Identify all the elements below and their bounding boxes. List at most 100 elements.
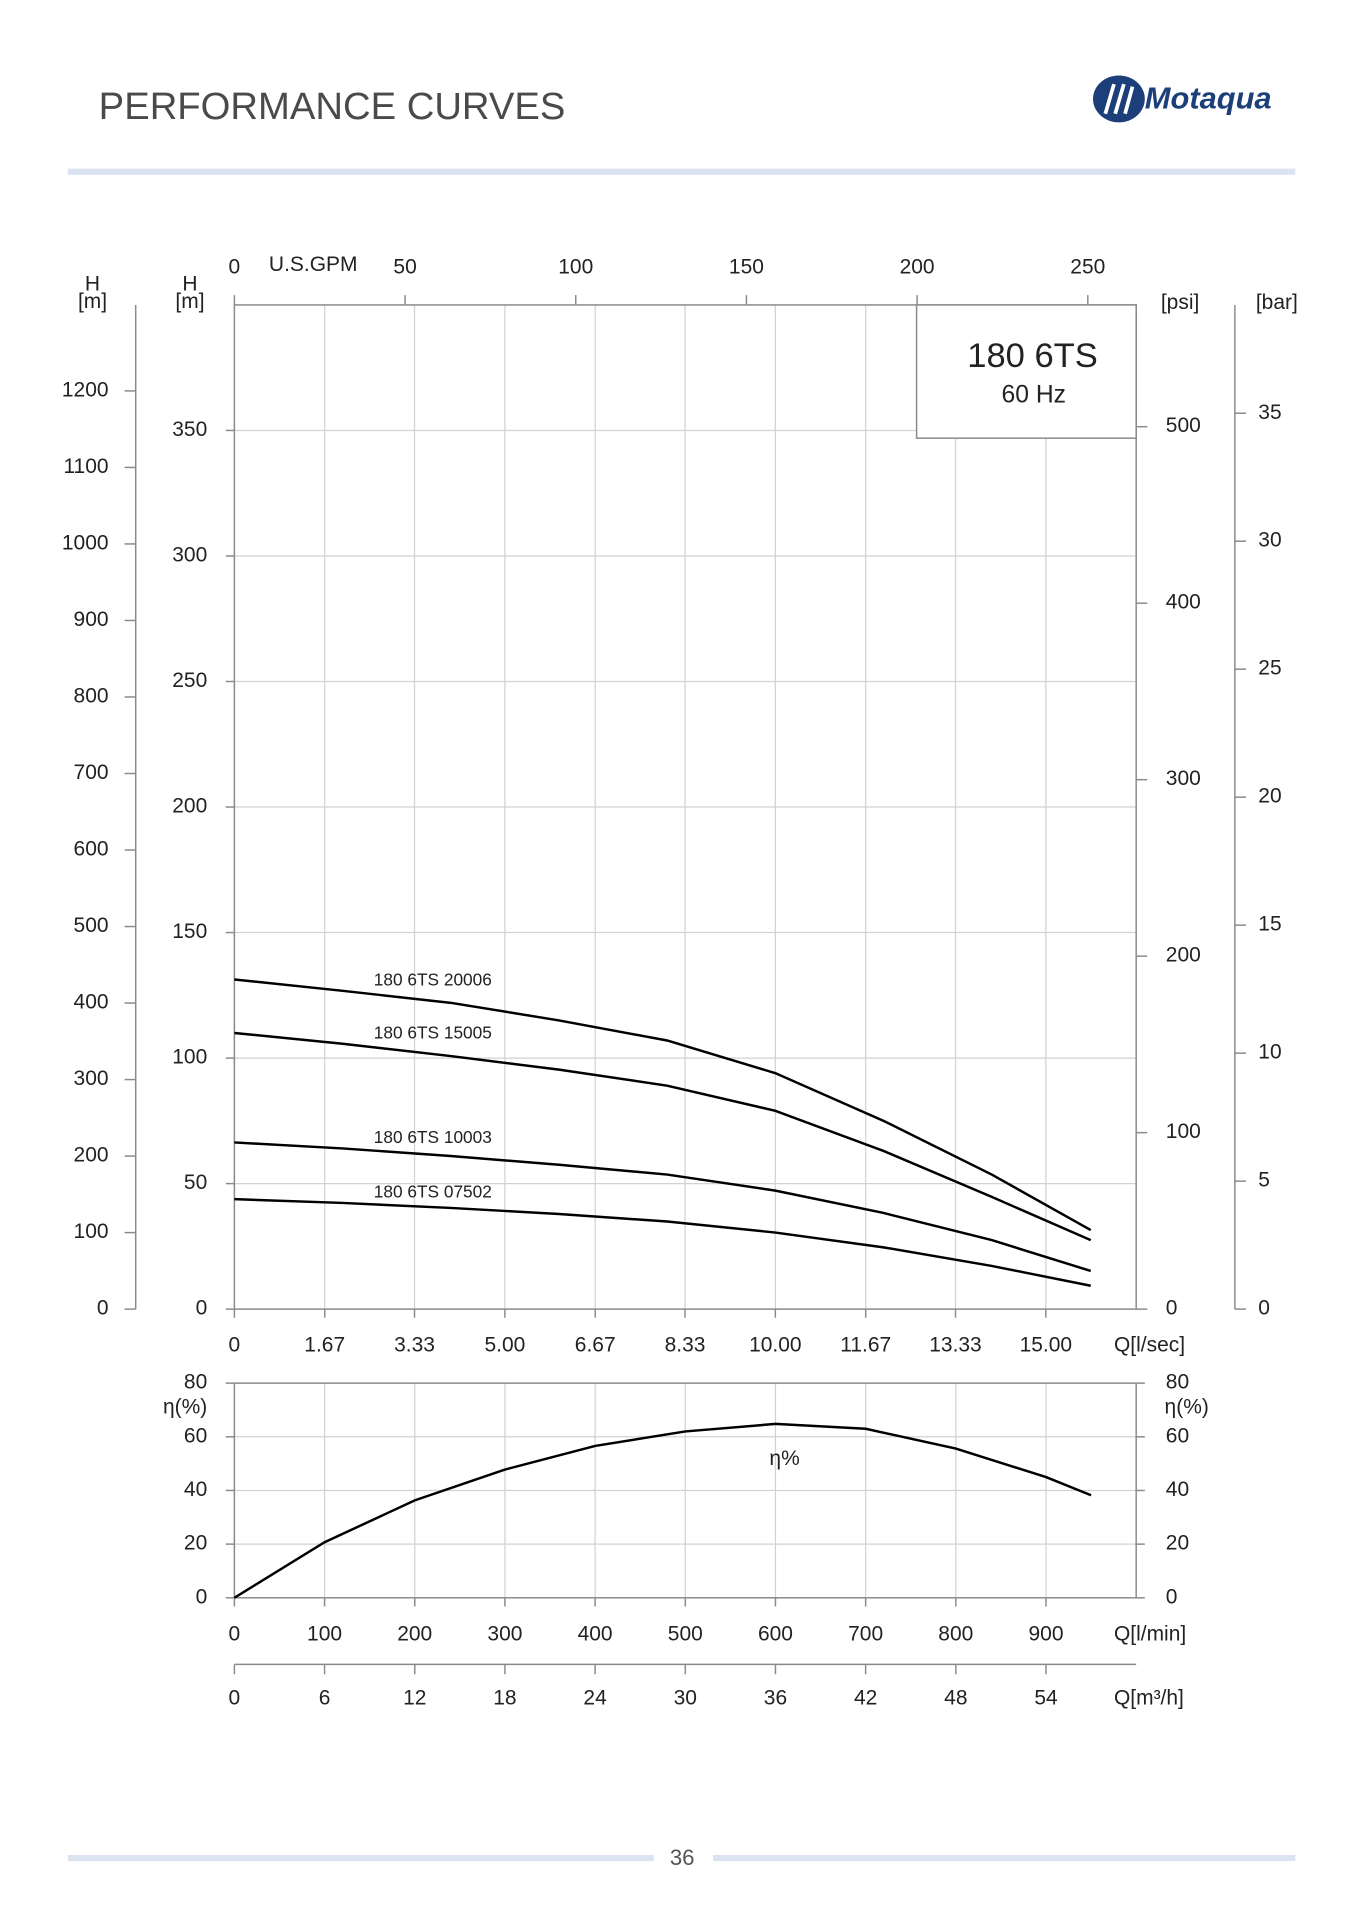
axis-tick-label: 5 [1258,1169,1270,1192]
y-axis-label: H [182,273,197,296]
axis-tick-label: 0 [1258,1297,1270,1320]
y-tick-label: 250 [172,669,207,692]
x-axis-label: Q[l/min] [1114,1622,1186,1645]
axis-tick-label: 35 [1258,401,1281,424]
x2-tick-label: 0 [229,1686,241,1709]
axis-tick-label: 1100 [63,455,108,478]
y-tick-label: 150 [172,920,207,943]
x-tick-label: 5.00 [484,1334,525,1357]
y-tick-label: 0 [196,1297,208,1320]
x-tick-label: 0 [229,1334,241,1357]
curve-label: 180 6TS 07502 [374,1182,492,1202]
axis-tick-label: 0 [97,1297,109,1320]
axis-tick-label: 500 [1166,414,1201,437]
x2-tick-label: 250 [1070,255,1105,278]
y-tick-label-right: 60 [1166,1424,1189,1447]
x-tick-label: 3.33 [394,1334,435,1357]
x2-axis-label: Q[m³/h] [1114,1686,1184,1709]
x2-tick-label: 18 [493,1686,516,1709]
axis-tick-label: 0 [1166,1297,1178,1320]
logo: Motaqua [1093,75,1272,123]
page-number: 36 [670,1845,695,1870]
performance-curve [234,1197,1091,1287]
axis-tick-label: 100 [1166,1120,1201,1143]
x-tick-label: 700 [848,1622,883,1645]
x2-tick-label: 48 [944,1686,967,1709]
axis-tick-label: 800 [74,685,109,708]
x2-tick-label: 0 [229,255,241,278]
y-tick-label: 300 [172,544,207,567]
x-tick-label: 800 [938,1622,973,1645]
axis-tick-label: 700 [74,761,109,784]
page-title: PERFORMANCE CURVES [99,85,566,128]
y-tick-label-right: 40 [1166,1478,1189,1501]
x-tick-label: 0 [229,1622,241,1645]
curve-label: η% [769,1447,799,1470]
y-tick-label: 60 [184,1424,207,1447]
axis-tick-label: 15 [1258,913,1281,936]
axis-tick-label: 200 [1166,944,1201,967]
x-tick-label: 200 [397,1622,432,1645]
model-name: 180 6TS [967,337,1098,375]
x-tick-label: 15.00 [1020,1334,1072,1357]
y-tick-label-right: 0 [1166,1585,1178,1608]
axis-tick-label: 600 [74,838,109,861]
model-box [915,304,1137,439]
x-tick-label: 1.67 [304,1334,345,1357]
axis-label: [m] [78,290,107,313]
x2-tick-label: 200 [900,255,935,278]
axis-tick-label: 200 [74,1144,109,1167]
logo-text: Motaqua [1145,80,1272,115]
y-tick-label: 50 [184,1171,207,1194]
x-tick-label: 11.67 [840,1334,891,1357]
axis-label: [bar] [1256,291,1298,314]
axis-tick-label: 300 [74,1067,109,1090]
curve-label: 180 6TS 15005 [374,1022,492,1042]
axis-tick-label: 30 [1258,529,1281,552]
axis-tick-label: 1200 [62,378,109,401]
x-tick-label: 500 [668,1622,703,1645]
x-tick-label: 600 [758,1622,793,1645]
y-tick-label: 20 [184,1532,207,1555]
curve-label: 180 6TS 10003 [374,1127,492,1147]
x2-tick-label: 36 [764,1686,787,1709]
x-tick-label: 13.33 [929,1334,981,1357]
x-tick-label: 900 [1029,1622,1064,1645]
x-tick-label: 300 [487,1622,522,1645]
x2-tick-label: 30 [674,1686,697,1709]
x2-tick-label: 24 [583,1686,607,1709]
performance-curve [233,1422,1092,1599]
axis-tick-label: 400 [74,991,109,1014]
axis-tick-label: 400 [1166,591,1201,614]
axis-tick-label: 500 [74,914,109,937]
x2-tick-label: 150 [729,255,764,278]
plot-frame [233,1382,1137,1599]
x2-tick-label: 50 [393,255,416,278]
x-tick-label: 10.00 [749,1334,801,1357]
model-frequency: 60 Hz [1002,382,1066,409]
logo-stripes [1103,83,1135,115]
x2-tick-label: 42 [854,1686,877,1709]
axis-tick-label: 1000 [62,531,109,554]
y-tick-label-right: 80 [1166,1371,1189,1394]
y-axis-label: [m] [175,290,204,313]
y-tick-label: 40 [184,1478,207,1501]
axis-tick-label: 300 [1166,767,1201,790]
x-axis-label: Q[l/sec] [1114,1334,1185,1357]
y-tick-label: 350 [172,418,207,441]
axis-tick-label: 10 [1258,1041,1281,1064]
x-tick-label: 400 [578,1622,613,1645]
y-tick-label-right: 20 [1166,1532,1189,1555]
plot-frame [233,304,1137,1310]
x-tick-label: 100 [307,1622,342,1645]
axis-tick-label: 900 [74,608,109,631]
y-axis-label: η(%) [163,1395,207,1418]
y-tick-label: 0 [196,1585,208,1608]
curve-label: 180 6TS 20006 [374,969,492,989]
x2-tick-label: 100 [558,255,593,278]
x2-tick-label: 54 [1034,1686,1058,1709]
